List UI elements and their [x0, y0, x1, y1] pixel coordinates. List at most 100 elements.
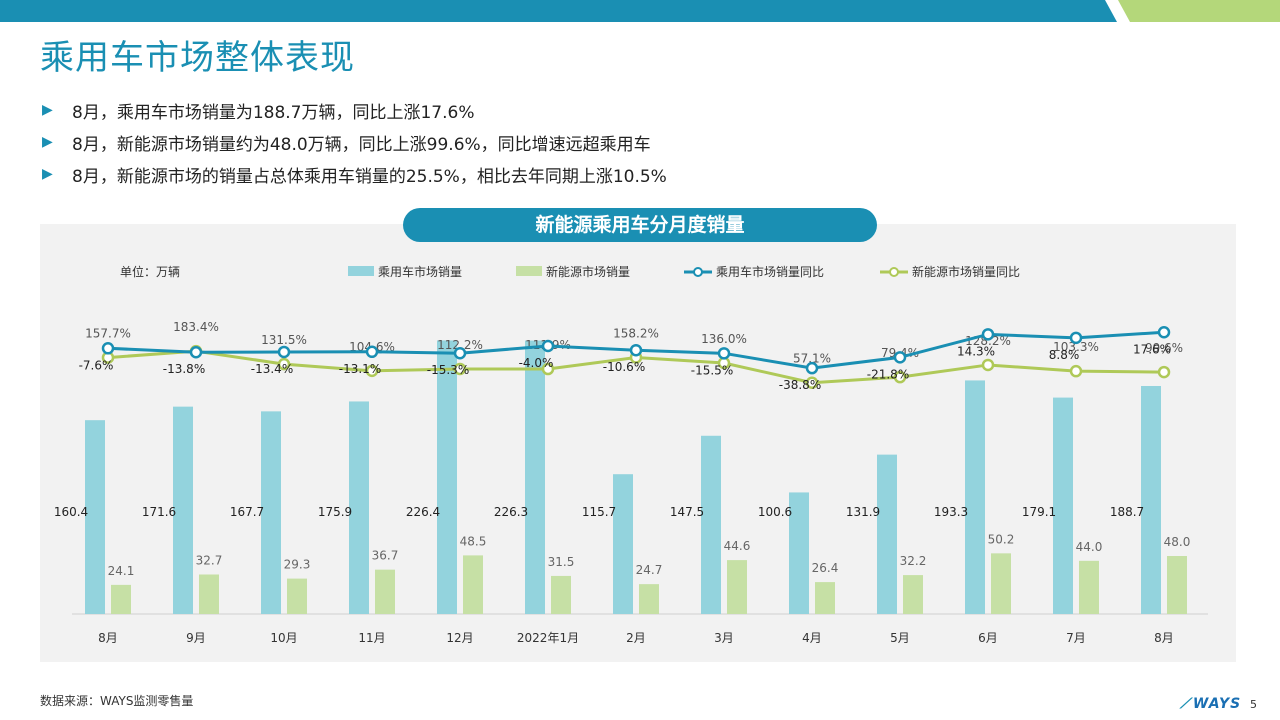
- marker-total-yoy: [1069, 331, 1083, 345]
- total-yoy-label: -4.0%: [519, 356, 554, 370]
- x-tick-label: 8月: [1154, 631, 1174, 645]
- bar-nev-sales: [111, 584, 131, 614]
- marker-total-yoy: [893, 351, 907, 364]
- bar-total-label: 131.9: [846, 505, 880, 519]
- bar-nev-label: 24.7: [636, 563, 663, 577]
- total-yoy-label: 17.6%: [1133, 342, 1171, 356]
- x-tick-label: 2022年1月: [517, 631, 579, 645]
- bar-nev-sales: [375, 569, 395, 614]
- bar-nev-sales: [1079, 560, 1099, 614]
- bar-total-label: 188.7: [1110, 505, 1144, 519]
- bar-total-label: 175.9: [318, 505, 352, 519]
- marker-total-yoy: [277, 345, 291, 359]
- bar-nev-sales: [1167, 556, 1187, 614]
- nev-yoy-label: 99.6%: [1145, 341, 1183, 355]
- nev-yoy-label: 131.5%: [261, 333, 307, 347]
- nev-yoy-label: 158.2%: [613, 326, 659, 340]
- bar-nev-label: 48.0: [1164, 535, 1191, 549]
- total-yoy-label: -38.8%: [779, 378, 821, 392]
- x-tick-label: 7月: [1066, 631, 1086, 645]
- bar-nev-sales: [463, 555, 483, 614]
- bar-nev-sales: [639, 584, 659, 614]
- bar-nev-label: 44.0: [1076, 540, 1103, 554]
- bar-nev-sales: [903, 575, 923, 614]
- x-tick-label: 2月: [626, 631, 646, 645]
- legend-total-label: 乘用车市场销量: [378, 264, 462, 279]
- bar-total-sales: [85, 420, 105, 614]
- bar-total-label: 147.5: [670, 505, 704, 519]
- total-yoy-label: -15.3%: [427, 363, 469, 377]
- marker-nev-yoy: [365, 364, 379, 378]
- bar-total-sales: [437, 340, 457, 614]
- x-tick-label: 4月: [802, 631, 822, 645]
- x-tick-label: 9月: [186, 631, 206, 645]
- triangle-right-icon: ▶: [42, 134, 53, 150]
- bar-total-sales: [525, 340, 545, 614]
- total-yoy-label: -13.1%: [339, 362, 381, 376]
- marker-total-yoy: [101, 342, 115, 355]
- summary-bullet: ▶ 8月，新能源市场销量约为48.0万辆，同比上涨99.6%，同比增速远超乘用车: [42, 126, 667, 158]
- total-yoy-label: -10.6%: [603, 360, 645, 374]
- marker-total-yoy: [981, 328, 995, 341]
- x-tick-label: 10月: [270, 631, 297, 645]
- total-yoy-label: 8.8%: [1049, 348, 1080, 362]
- bar-nev-sales: [287, 578, 307, 614]
- bar-total-label: 167.7: [230, 505, 264, 519]
- logo-text: WAYS: [1192, 696, 1242, 712]
- page-title: 乘用车市场整体表现: [40, 38, 355, 78]
- bar-nev-label: 26.4: [812, 561, 839, 575]
- bar-total-label: 193.3: [934, 505, 968, 519]
- bar-nev-sales: [727, 560, 747, 614]
- bar-total-sales: [349, 401, 369, 614]
- bar-nev-sales: [551, 575, 571, 614]
- bar-nev-sales: [991, 553, 1011, 614]
- bar-nev-label: 50.2: [988, 532, 1015, 546]
- marker-total-yoy: [365, 345, 379, 359]
- x-tick-label: 3月: [714, 631, 734, 645]
- x-tick-label: 5月: [890, 631, 910, 645]
- bar-nev-label: 36.7: [372, 549, 399, 563]
- bar-total-label: 226.3: [494, 505, 528, 519]
- bar-nev-label: 32.7: [196, 553, 223, 567]
- bar-total-sales: [789, 492, 809, 614]
- bar-total-label: 171.6: [142, 505, 176, 519]
- legend-nev-label: 新能源市场销量: [546, 264, 630, 279]
- bar-nev-label: 48.5: [460, 534, 487, 548]
- nev-yoy-label: 136.0%: [701, 332, 747, 346]
- marker-nev-yoy: [541, 362, 555, 376]
- top-banner: [0, 0, 1280, 22]
- ways-logo-icon: ⟋ WAYS: [1180, 696, 1242, 712]
- bar-nev-label: 32.2: [900, 554, 927, 568]
- marker-total-yoy: [189, 345, 203, 359]
- bar-total-label: 226.4: [406, 505, 440, 519]
- data-source-note: 数据来源：WAYS监测零售量: [40, 694, 194, 708]
- nev-yoy-label: 157.7%: [85, 327, 131, 341]
- bar-total-sales: [261, 411, 281, 614]
- total-yoy-label: -13.4%: [251, 362, 293, 376]
- bar-nev-label: 44.6: [724, 539, 751, 553]
- top-banner-blue-band: [0, 0, 1117, 22]
- marker-nev-yoy: [277, 357, 291, 371]
- bar-total-sales: [173, 406, 193, 614]
- x-tick-label: 6月: [978, 631, 998, 645]
- x-tick-label: 11月: [358, 631, 385, 645]
- total-yoy-label: -13.8%: [163, 362, 205, 376]
- legend-total-swatch: [348, 266, 374, 276]
- bar-total-sales: [1141, 385, 1161, 614]
- page-number: 5: [1250, 698, 1257, 711]
- bar-total-sales: [877, 454, 897, 614]
- summary-bullet-text: 8月，新能源市场销量约为48.0万辆，同比上涨99.6%，同比增速远超乘用车: [72, 134, 651, 155]
- marker-nev-yoy: [893, 370, 907, 384]
- legend-total-yoy-label: 乘用车市场销量同比: [716, 264, 824, 279]
- marker-total-yoy: [1157, 326, 1171, 339]
- bar-nev-sales: [815, 582, 835, 614]
- bar-total-sales: [613, 474, 633, 614]
- bar-nev-sales: [199, 574, 219, 614]
- summary-bullet-text: 8月，新能源市场的销量占总体乘用车销量的25.5%，相比去年同期上涨10.5%: [72, 166, 667, 187]
- total-yoy-label: -15.5%: [691, 363, 733, 377]
- marker-total-yoy: [541, 339, 555, 353]
- bar-total-label: 100.6: [758, 505, 792, 519]
- x-tick-label: 8月: [98, 631, 118, 645]
- marker-nev-yoy: [453, 362, 467, 376]
- x-tick-label: 12月: [446, 631, 473, 645]
